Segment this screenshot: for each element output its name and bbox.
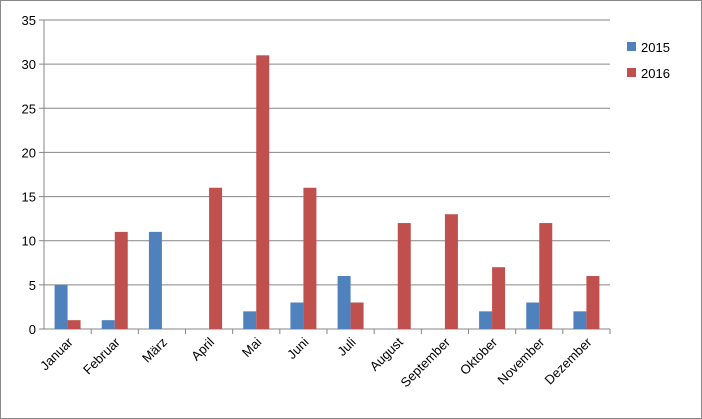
bar (209, 187, 223, 329)
y-tick-label: 25 (22, 101, 36, 116)
legend-swatch (627, 42, 636, 51)
bar (243, 311, 257, 329)
y-tick-label: 35 (22, 13, 36, 28)
y-tick-label: 15 (22, 190, 36, 205)
bar (101, 320, 115, 329)
bar (54, 284, 68, 329)
legend-label: 2015 (641, 40, 670, 55)
y-tick-label: 10 (22, 234, 36, 249)
bar (444, 214, 458, 329)
bar (573, 311, 587, 329)
y-tick-label: 0 (29, 322, 36, 337)
y-tick-label: 20 (22, 145, 36, 160)
legend-swatch (627, 68, 636, 77)
y-tick-label: 30 (22, 57, 36, 72)
bar (350, 302, 364, 329)
bar (479, 311, 493, 329)
bar (256, 55, 270, 330)
bar (67, 320, 81, 329)
bar (290, 302, 304, 329)
bar (492, 267, 506, 329)
bar (303, 187, 317, 329)
legend-label: 2016 (641, 66, 670, 81)
bar (114, 231, 128, 329)
y-tick-label: 5 (29, 278, 36, 293)
bar (148, 231, 162, 329)
bar (337, 276, 351, 329)
bar (539, 223, 553, 329)
bar (397, 223, 411, 329)
bar (526, 302, 540, 329)
bar (586, 276, 600, 329)
